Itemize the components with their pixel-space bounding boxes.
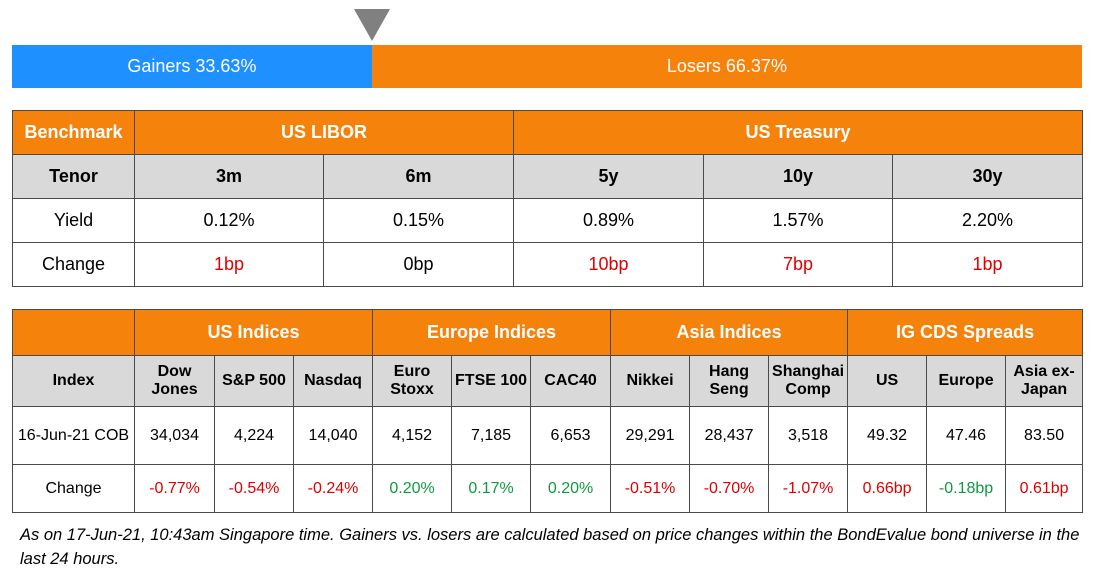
index-values-row: 16-Jun-21 COB 34,034 4,224 14,040 4,152 …	[12, 406, 1084, 465]
us-treasury-header: US Treasury	[513, 110, 1084, 155]
index-change-cell: 0.17%	[451, 464, 532, 513]
index-value-cell: 28,437	[689, 406, 770, 465]
change-label: Change	[12, 464, 135, 513]
index-value-cell: 7,185	[451, 406, 532, 465]
tenor-cell: 5y	[513, 154, 705, 199]
ig-cds-spreads-header: IG CDS Spreads	[847, 309, 1084, 356]
ratio-marker-triangle	[354, 9, 390, 41]
tenor-cell: 10y	[703, 154, 894, 199]
indices-table: US Indices Europe Indices Asia Indices I…	[12, 309, 1084, 513]
change-cell: 1bp	[134, 242, 324, 287]
change-label: Change	[12, 242, 135, 287]
blank-header	[12, 309, 135, 356]
index-name-cell: Nikkei	[610, 355, 691, 407]
benchmark-header: Benchmark	[12, 110, 135, 155]
rates-change-row: Change 1bp 0bp 10bp 7bp 1bp	[12, 242, 1084, 287]
yield-cell: 0.15%	[322, 198, 515, 243]
europe-indices-header: Europe Indices	[372, 309, 612, 356]
tenor-row: Tenor 3m 6m 5y 10y 30y	[12, 154, 1084, 199]
rates-table: Benchmark US LIBOR US Treasury Tenor 3m …	[12, 110, 1084, 287]
index-change-cell: 0.61bp	[1005, 464, 1084, 513]
index-name-cell: Asia ex-Japan	[1005, 355, 1084, 407]
index-change-cell: -0.18bp	[926, 464, 1007, 513]
index-value-cell: 49.32	[847, 406, 928, 465]
index-name-cell: FTSE 100	[451, 355, 532, 407]
us-libor-header: US LIBOR	[133, 110, 515, 155]
index-change-cell: -0.51%	[610, 464, 691, 513]
yield-cell: 0.89%	[513, 198, 705, 243]
yield-row: Yield 0.12% 0.15% 0.89% 1.57% 2.20%	[12, 198, 1084, 243]
yield-cell: 2.20%	[892, 198, 1084, 243]
index-value-cell: 14,040	[292, 406, 374, 465]
tenor-cell: 6m	[322, 154, 515, 199]
yield-cell: 1.57%	[703, 198, 894, 243]
index-name-cell: Shanghai Comp	[768, 355, 849, 407]
index-change-cell: 0.20%	[372, 464, 453, 513]
asia-indices-header: Asia Indices	[610, 309, 849, 356]
index-name-cell: S&P 500	[214, 355, 294, 407]
tenor-cell: 3m	[134, 154, 324, 199]
change-cell: 10bp	[513, 242, 705, 287]
index-name-cell: Dow Jones	[134, 355, 215, 407]
index-value-cell: 29,291	[610, 406, 691, 465]
index-name-cell: Hang Seng	[689, 355, 770, 407]
losers-segment: Losers 66.37%	[371, 45, 1082, 88]
index-change-cell: -1.07%	[768, 464, 849, 513]
index-value-cell: 83.50	[1005, 406, 1084, 465]
index-value-cell: 6,653	[530, 406, 612, 465]
index-value-cell: 34,034	[134, 406, 215, 465]
index-name-cell: Nasdaq	[292, 355, 374, 407]
gainers-segment: Gainers 33.63%	[12, 45, 372, 88]
index-name-cell: Euro Stoxx	[372, 355, 453, 407]
index-value-cell: 3,518	[768, 406, 849, 465]
yield-label: Yield	[12, 198, 135, 243]
index-name-cell: Europe	[926, 355, 1007, 407]
tenor-cell: 30y	[892, 154, 1084, 199]
rates-header-row: Benchmark US LIBOR US Treasury	[12, 110, 1084, 155]
index-change-cell: -0.24%	[292, 464, 374, 513]
footnote: As on 17-Jun-21, 10:43am Singapore time.…	[20, 526, 1080, 568]
index-name-cell: US	[847, 355, 928, 407]
yield-cell: 0.12%	[134, 198, 324, 243]
index-change-cell: 0.20%	[530, 464, 612, 513]
change-cell: 1bp	[892, 242, 1084, 287]
us-indices-header: US Indices	[133, 309, 374, 356]
index-change-cell: -0.77%	[134, 464, 215, 513]
index-value-cell: 4,152	[372, 406, 453, 465]
index-change-cell: -0.70%	[689, 464, 770, 513]
date-label: 16-Jun-21 COB	[12, 406, 135, 465]
index-names-row: Index Dow Jones S&P 500 Nasdaq Euro Stox…	[12, 355, 1084, 407]
index-value-cell: 4,224	[214, 406, 294, 465]
tenor-label: Tenor	[12, 154, 135, 199]
gainers-losers-bar: Gainers 33.63% Losers 66.37%	[12, 45, 1082, 88]
indices-header-row: US Indices Europe Indices Asia Indices I…	[12, 309, 1084, 356]
index-change-row: Change -0.77% -0.54% -0.24% 0.20% 0.17% …	[12, 464, 1084, 513]
index-name-cell: CAC40	[530, 355, 612, 407]
index-change-cell: 0.66bp	[847, 464, 928, 513]
index-value-cell: 47.46	[926, 406, 1007, 465]
index-label: Index	[12, 355, 135, 407]
index-change-cell: -0.54%	[214, 464, 294, 513]
change-cell: 7bp	[703, 242, 894, 287]
change-cell: 0bp	[322, 242, 515, 287]
